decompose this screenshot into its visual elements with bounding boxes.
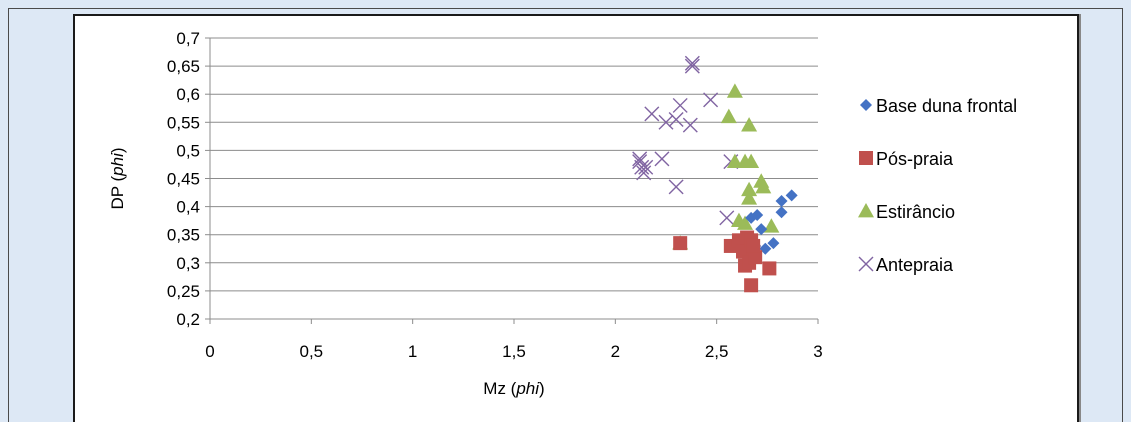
y-tick-label: 0,2 <box>176 310 200 329</box>
data-point <box>741 190 758 205</box>
outer-border <box>8 8 1123 422</box>
data-point <box>763 218 780 233</box>
data-point <box>720 108 737 124</box>
data-point <box>719 210 735 226</box>
data-point <box>668 179 684 195</box>
y-axis-title: DP (phi) <box>108 147 127 209</box>
y-tick-label: 0,3 <box>176 254 200 273</box>
x-axis-title: Mz (phi) <box>483 379 544 398</box>
data-point <box>634 159 650 175</box>
data-point <box>744 278 759 293</box>
x-tick-label: 3 <box>813 342 822 361</box>
legend-marker <box>860 99 872 111</box>
data-point <box>673 236 688 251</box>
data-point <box>726 153 743 169</box>
y-tick-label: 0,65 <box>167 57 200 76</box>
y-tick-label: 0,7 <box>176 29 200 48</box>
data-point <box>682 117 698 133</box>
data-point <box>644 106 660 122</box>
data-point <box>668 111 684 127</box>
legend-label: Base duna frontal <box>876 96 1017 116</box>
data-point <box>759 242 772 255</box>
data-point <box>767 237 780 250</box>
data-point <box>762 261 777 276</box>
data-point <box>684 58 700 74</box>
y-tick-label: 0,5 <box>176 141 200 160</box>
data-point <box>636 165 652 181</box>
x-tick-label: 0 <box>205 342 214 361</box>
data-point <box>745 211 758 224</box>
y-tick-label: 0,6 <box>176 85 200 104</box>
legend-marker <box>859 151 873 165</box>
y-tick-label: 0,35 <box>167 226 200 245</box>
x-tick-label: 0,5 <box>300 342 324 361</box>
data-point <box>741 181 758 197</box>
y-tick-label: 0,4 <box>176 198 200 217</box>
x-tick-label: 2,5 <box>705 342 729 361</box>
legend-marker <box>858 203 874 218</box>
y-tick-label: 0,55 <box>167 113 200 132</box>
legend-marker <box>858 256 874 272</box>
data-point <box>755 178 772 194</box>
data-point <box>703 92 719 108</box>
chart-frame <box>73 14 1079 422</box>
data-point <box>785 189 798 202</box>
data-point <box>672 97 688 113</box>
data-point <box>658 114 674 130</box>
data-point <box>726 83 743 98</box>
data-point <box>632 151 648 167</box>
data-point <box>654 151 670 167</box>
legend-label: Pós-praia <box>876 149 954 169</box>
data-point <box>746 238 761 253</box>
x-tick-label: 2 <box>611 342 620 361</box>
data-point <box>775 206 788 219</box>
x-tick-label: 1,5 <box>502 342 526 361</box>
legend-label: Antepraia <box>876 255 954 275</box>
data-point <box>775 194 788 207</box>
legend-label: Estirâncio <box>876 202 955 222</box>
data-point <box>632 154 648 170</box>
x-tick-label: 1 <box>408 342 417 361</box>
data-point <box>748 250 763 265</box>
data-point <box>755 223 768 236</box>
data-point <box>684 55 700 71</box>
y-tick-label: 0,45 <box>167 170 200 189</box>
data-point <box>743 153 760 169</box>
data-point <box>737 215 754 230</box>
data-point <box>741 117 758 132</box>
y-tick-label: 0,25 <box>167 282 200 301</box>
